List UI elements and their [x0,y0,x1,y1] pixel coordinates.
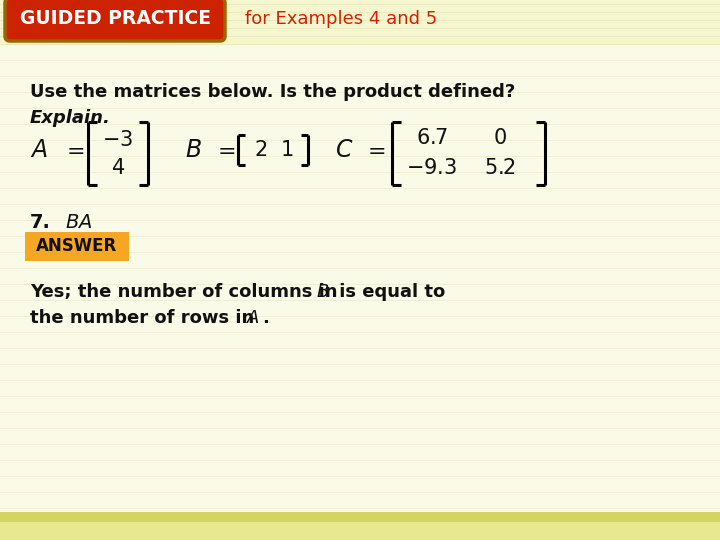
Text: $A$: $A$ [246,309,260,327]
Text: Use the matrices below. Is the product defined?: Use the matrices below. Is the product d… [30,83,516,101]
Text: GUIDED PRACTICE: GUIDED PRACTICE [19,10,210,29]
Text: $5.2$: $5.2$ [484,158,516,178]
Text: $2$: $2$ [254,140,268,160]
Text: $6.7$: $6.7$ [416,128,448,148]
Text: $=$: $=$ [213,140,235,160]
Text: 7.: 7. [30,213,51,232]
Bar [0,512,720,522]
Text: $BA$: $BA$ [65,213,92,232]
Text: $1$: $1$ [280,140,294,160]
Text: $0$: $0$ [493,128,507,148]
FancyBboxPatch shape [25,232,129,261]
Text: ANSWER: ANSWER [37,237,117,255]
Bar [0,0,720,45]
FancyBboxPatch shape [5,0,225,41]
Text: $-3$: $-3$ [102,130,133,150]
Text: $A$: $A$ [30,138,48,162]
Text: Yes; the number of columns in: Yes; the number of columns in [30,283,343,301]
Text: is equal to: is equal to [333,283,445,301]
Text: the number of rows in: the number of rows in [30,309,261,327]
Text: $B$: $B$ [185,138,202,162]
Text: $=$: $=$ [363,140,386,160]
Text: $4$: $4$ [111,158,125,178]
Text: $B$: $B$ [316,283,329,301]
Text: Explain.: Explain. [30,109,111,127]
Text: .: . [262,309,269,327]
Text: for Examples 4 and 5: for Examples 4 and 5 [245,10,437,28]
Text: $=$: $=$ [62,140,84,160]
Bar [0,522,720,540]
Text: $-9.3$: $-9.3$ [407,158,457,178]
Text: $C$: $C$ [335,138,354,162]
